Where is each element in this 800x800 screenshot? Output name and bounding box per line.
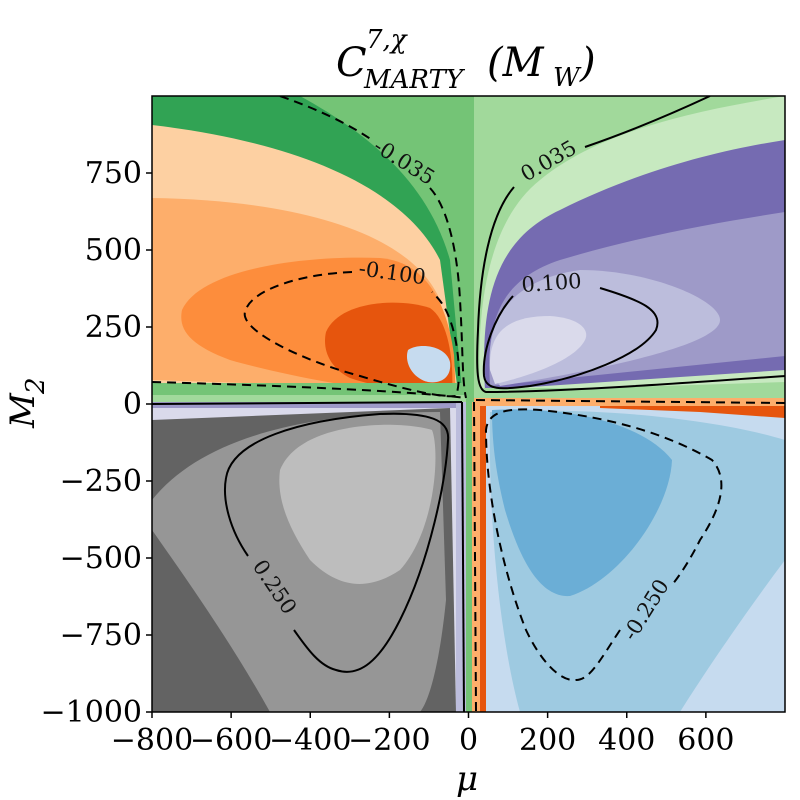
contour-line-axis-horizontal-dashed bbox=[475, 399, 785, 404]
fill-ur-lightest-purple bbox=[489, 316, 587, 384]
fill-ul-bottom-green-band bbox=[152, 383, 472, 397]
y-tick-label: 0 bbox=[123, 387, 142, 422]
y-axis-label-subscript: 2 bbox=[21, 377, 51, 395]
title-argument-subscript: W bbox=[553, 63, 582, 93]
contour-line-pos0035-a bbox=[476, 186, 785, 394]
contour-label-pos0100: 0.100 bbox=[521, 269, 583, 297]
y-axis-label: M 2 bbox=[3, 377, 51, 429]
title-argument-close: ) bbox=[579, 40, 596, 86]
x-tick-label: 400 bbox=[598, 723, 655, 758]
x-tick-label: −200 bbox=[348, 723, 430, 758]
contour-line-neg0035-upper bbox=[279, 96, 373, 141]
y-axis-label-main: M bbox=[3, 392, 43, 429]
fill-vertical-purple-band bbox=[456, 402, 466, 712]
title-argument: (M bbox=[487, 40, 545, 86]
contour-line-neg0035-left bbox=[152, 381, 467, 399]
fill-ul-bottom-light-green bbox=[152, 395, 472, 402]
contour-line-pos0035-b bbox=[584, 96, 711, 148]
x-tick-label: 600 bbox=[677, 723, 734, 758]
title-superscript: 7,χ bbox=[366, 25, 409, 55]
fill-ll-light-grey bbox=[279, 424, 436, 584]
fill-ll-top-purple-band bbox=[152, 402, 472, 408]
y-tick-label: −250 bbox=[60, 464, 142, 499]
title-base: C bbox=[336, 40, 367, 86]
contour-line-axis-horizontal-solid bbox=[152, 401, 463, 405]
x-axis-label: μ bbox=[456, 759, 478, 799]
fill-vertical-dark-orange-band bbox=[480, 402, 486, 712]
contour-fills bbox=[152, 96, 785, 712]
contour-line-axis-vertical-dashed bbox=[473, 401, 477, 712]
y-tick-label: −750 bbox=[60, 618, 142, 653]
y-tick-label: 750 bbox=[85, 156, 142, 191]
x-tick-label: −800 bbox=[111, 723, 193, 758]
y-tick-label: 250 bbox=[85, 310, 142, 345]
x-tick-label: −600 bbox=[190, 723, 272, 758]
chart-title: C 7,χ MARTY (M W ) bbox=[336, 25, 596, 95]
contour-line-axis-vertical-solid bbox=[461, 401, 465, 712]
x-tick-label: 200 bbox=[519, 723, 576, 758]
fill-vertical-green-upper bbox=[466, 96, 474, 402]
y-axis: −1000 −750 −500 −250 0 250 500 750 bbox=[41, 156, 152, 730]
y-tick-label: −500 bbox=[60, 541, 142, 576]
contour-line-pos0250-a bbox=[224, 412, 450, 673]
y-tick-label: −1000 bbox=[41, 695, 142, 730]
y-tick-label: 500 bbox=[85, 233, 142, 268]
fill-vertical-green-band bbox=[466, 402, 472, 712]
fill-lr-dark-blue bbox=[492, 409, 672, 597]
x-tick-label: −400 bbox=[269, 723, 351, 758]
contour-line-pos0100 bbox=[482, 287, 659, 390]
contour-lines bbox=[152, 96, 785, 712]
x-tick-label: 0 bbox=[459, 723, 478, 758]
fill-ul-light-blue-blob bbox=[406, 346, 451, 383]
title-subscript: MARTY bbox=[363, 65, 466, 95]
x-axis: −800−600−400−200 0 200 400 600 bbox=[111, 712, 735, 758]
